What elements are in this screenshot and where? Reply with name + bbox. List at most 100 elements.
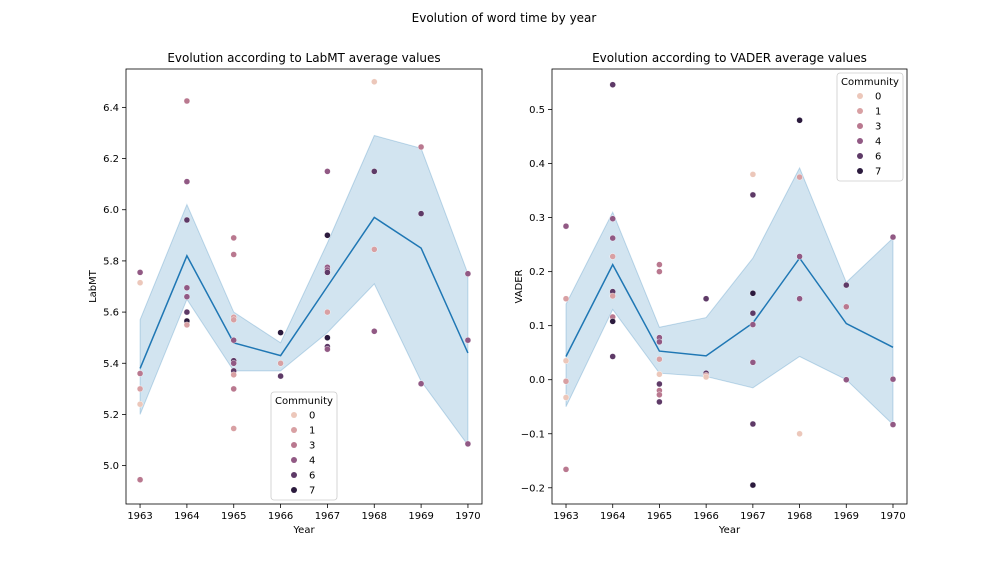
legend-box [270,391,338,501]
data-point [136,401,144,408]
data-point [230,316,237,323]
data-point [843,376,850,383]
data-point [843,303,850,310]
data-point [183,321,191,329]
data-point [417,380,425,387]
x-tick-label: 1963 [127,511,152,522]
data-point [183,284,191,291]
data-point [656,380,663,388]
figure-suptitle: Evolution of word time by year [412,11,597,25]
y-tick-label: 0.5 [529,105,545,116]
data-point [656,398,663,406]
data-point [230,385,237,393]
data-point [656,268,663,275]
vader-chart-panel: 1963 1964 1965 1966 1967 1968 1969 1970 −0.2 −0.1… [514,51,908,536]
legend-label: 4 [875,137,881,148]
data-point [749,191,757,199]
legend-label: 1 [875,107,881,118]
data-point [230,425,237,432]
data-point [609,253,616,260]
data-point [371,78,378,86]
x-tick-label: 1964 [174,511,199,522]
legend-marker [291,427,297,433]
labmt-chart-panel: 1963 1964 1965 1966 1967 1968 1969 1970 5.0 5.2 5.… [88,51,483,536]
y-tick-label: 6.2 [103,154,119,165]
y-tick-label: 0.4 [529,159,545,170]
data-point [230,251,237,258]
data-point [230,234,237,242]
legend-label: 0 [875,92,881,103]
axes-frame [125,68,483,505]
data-point [183,308,191,316]
legend-title: Community [275,396,333,407]
data-point [324,168,331,175]
data-point [796,430,803,437]
x-tick-label: 1963 [553,511,578,522]
x-axis-label: Year [718,525,741,536]
data-point [843,281,850,289]
data-point [230,337,237,344]
y-tick-label: 6.0 [103,205,119,216]
legend-marker [291,487,297,493]
mean-line [565,256,894,357]
data-point [371,328,378,335]
data-point [889,233,897,241]
data-point [464,440,472,448]
axes-frame [551,68,908,505]
data-point [702,373,710,381]
data-point [749,321,757,328]
data-point [562,357,570,364]
data-point [609,292,616,300]
data-point [796,295,803,302]
legend-marker [291,442,297,448]
data-point [796,253,803,260]
x-tick-label: 1968 [362,511,387,522]
data-point [656,338,663,346]
data-point [230,371,237,378]
data-point [749,171,757,178]
mean-line [139,216,469,369]
legend-box [836,72,904,182]
x-tick-label: 1967 [315,511,340,522]
data-point [183,97,191,105]
x-tick-label: 1970 [455,511,480,522]
data-point [417,210,425,217]
data-point [136,269,144,276]
data-point [277,372,284,380]
legend-label: 4 [309,456,315,467]
data-point [609,318,616,325]
data-point [183,178,191,185]
x-tick-label: 1965 [647,511,672,522]
legend: Community 0 1 3 4 6 7 [270,391,338,501]
data-point [562,295,570,302]
data-point [324,269,331,276]
x-tick-label: 1966 [268,511,293,522]
x-tick-label: 1967 [740,511,765,522]
data-point [562,378,570,385]
data-point [324,308,331,316]
data-point [136,370,144,377]
legend-label: 7 [875,167,881,178]
y-tick-label: 5.6 [103,308,119,319]
y-tick-label: 0.2 [529,267,545,278]
x-tick-label: 1965 [221,511,246,522]
data-point [796,117,803,124]
y-tick-label: 5.2 [103,410,119,421]
data-point [464,270,472,277]
y-tick-label: 0.3 [529,213,545,224]
data-point [656,371,663,378]
data-point [371,246,378,253]
y-tick-label: 0.1 [529,321,545,332]
data-point [749,359,757,366]
legend-marker [857,138,863,144]
legend-title: Community [841,77,899,88]
y-tick-label: 5.4 [103,359,119,370]
y-tick-label: −0.1 [521,429,545,440]
y-tick-label: 5.0 [103,461,119,472]
data-point [609,353,616,360]
data-point [136,385,144,393]
x-tick-label: 1969 [408,511,433,522]
legend-marker [291,457,297,463]
data-point [562,222,570,230]
